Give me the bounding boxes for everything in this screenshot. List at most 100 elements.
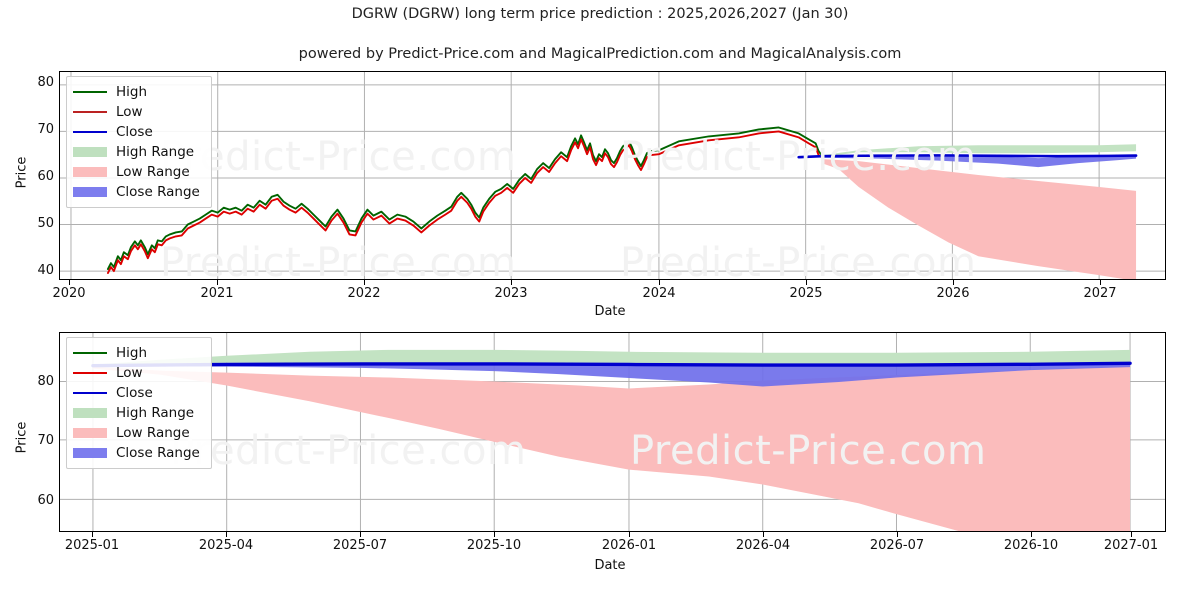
overview-y-tick: 70 <box>37 122 54 137</box>
overview-x-tick: 2025 <box>789 286 823 301</box>
detail-x-tick: 2026-07 <box>869 538 925 553</box>
legend-item-close[interactable]: Close <box>73 122 203 142</box>
detail-chart-svg <box>60 333 1165 531</box>
overview-low-line <box>106 130 823 274</box>
close-range-swatch-icon <box>73 185 107 199</box>
legend-label: High Range <box>116 144 195 160</box>
detail-x-tickmark <box>629 532 630 537</box>
legend-label: Low Range <box>116 164 190 180</box>
overview-x-tickmark <box>1100 280 1101 285</box>
overview-low-range-band <box>821 159 1137 279</box>
overview-panel: Price 40 50 60 70 80 Predict-Price.com P… <box>15 71 1166 319</box>
detail-close-line <box>91 361 1132 368</box>
overview-close-line <box>797 154 1138 159</box>
overview-close-range-band <box>821 155 1137 168</box>
detail-x-tick: 2026-01 <box>601 538 657 553</box>
detail-x-tick: 2025-04 <box>198 538 254 553</box>
page-title: DGRW (DGRW) long term price prediction :… <box>351 6 849 22</box>
legend-item-high[interactable]: High <box>73 82 203 102</box>
low-range-swatch-icon <box>73 426 107 440</box>
overview-x-tick: 2020 <box>52 286 86 301</box>
legend-label: Close <box>116 124 153 140</box>
detail-x-tick: 2026-10 <box>1003 538 1059 553</box>
detail-x-tick: 2025-07 <box>332 538 388 553</box>
legend-item-low[interactable]: Low <box>73 363 203 383</box>
detail-x-tickmark <box>1131 532 1132 537</box>
detail-close-range-band <box>92 363 1131 387</box>
overview-high-line <box>106 126 823 271</box>
forecast-detail-panel: Price 60 70 80 Predict-Price.com Predict… <box>0 320 1200 600</box>
legend-item-high-range[interactable]: High Range <box>73 142 203 162</box>
detail-x-tickmark <box>360 532 361 537</box>
detail-y-tick: 60 <box>37 493 54 508</box>
detail-x-tickmark <box>226 532 227 537</box>
overview-x-axis-label: Date <box>594 304 626 319</box>
legend-label: High <box>116 84 148 100</box>
legend-label: High <box>116 345 148 361</box>
overview-y-tick: 50 <box>37 216 54 231</box>
close-range-swatch-icon <box>73 446 107 460</box>
detail-x-tickmark <box>897 532 898 537</box>
legend-label: Close Range <box>116 184 200 200</box>
close-line-swatch-icon <box>73 125 107 139</box>
legend-item-close-range[interactable]: Close Range <box>73 182 203 202</box>
detail-x-tickmark <box>494 532 495 537</box>
page-subtitle: powered by Predict-Price.com and Magical… <box>298 46 902 62</box>
overview-x-tick: 2024 <box>642 286 676 301</box>
high-range-swatch-icon <box>73 406 107 420</box>
detail-x-tick: 2025-01 <box>64 538 120 553</box>
overview-chart-svg <box>60 72 1165 279</box>
detail-high-range-band <box>92 349 1131 366</box>
legend-label: Close <box>116 385 153 401</box>
overview-high-range-band <box>821 144 1137 158</box>
low-line-swatch-icon <box>73 105 107 119</box>
overview-x-tickmark <box>217 280 218 285</box>
high-range-swatch-icon <box>73 145 107 159</box>
legend-item-high-range[interactable]: High Range <box>73 403 203 423</box>
overview-x-tick: 2027 <box>1083 286 1117 301</box>
detail-x-tick: 2026-04 <box>735 538 791 553</box>
legend-item-low-range[interactable]: Low Range <box>73 423 203 443</box>
low-line-swatch-icon <box>73 366 107 380</box>
overview-x-tick: 2021 <box>200 286 234 301</box>
detail-low-range-band <box>92 365 1131 531</box>
overview-x-tick: 2023 <box>494 286 528 301</box>
close-line-swatch-icon <box>73 386 107 400</box>
high-line-swatch-icon <box>73 346 107 360</box>
detail-x-tick: 2025-10 <box>466 538 522 553</box>
legend-item-low-range[interactable]: Low Range <box>73 162 203 182</box>
overview-y-tick: 60 <box>37 169 54 184</box>
detail-y-tick: 70 <box>37 433 54 448</box>
overview-legend[interactable]: High Low Close High Range Low Range Clos… <box>66 76 212 208</box>
detail-x-tickmark <box>92 532 93 537</box>
overview-x-tick: 2026 <box>936 286 970 301</box>
legend-item-close[interactable]: Close <box>73 383 203 403</box>
detail-x-tick: 2027-01 <box>1103 538 1159 553</box>
overview-y-tick: 80 <box>37 75 54 90</box>
overview-x-tickmark <box>364 280 365 285</box>
detail-y-tick: 80 <box>37 374 54 389</box>
legend-label: Low <box>116 104 143 120</box>
legend-item-low[interactable]: Low <box>73 102 203 122</box>
overview-x-tickmark <box>659 280 660 285</box>
legend-label: Close Range <box>116 445 200 461</box>
legend-label: Low <box>116 365 143 381</box>
detail-x-axis-label: Date <box>594 558 626 573</box>
overview-x-tickmark <box>806 280 807 285</box>
legend-item-close-range[interactable]: Close Range <box>73 443 203 463</box>
overview-x-tickmark <box>511 280 512 285</box>
low-range-swatch-icon <box>73 165 107 179</box>
overview-plot-area: Predict-Price.com Predict-Price.com Pred… <box>59 71 1166 280</box>
detail-x-tickmark <box>1031 532 1032 537</box>
detail-x-tickmark <box>763 532 764 537</box>
detail-legend[interactable]: High Low Close High Range Low Range Clos… <box>66 337 212 469</box>
legend-label: High Range <box>116 405 195 421</box>
overview-x-tick: 2022 <box>347 286 381 301</box>
legend-label: Low Range <box>116 425 190 441</box>
legend-item-high[interactable]: High <box>73 343 203 363</box>
overview-x-tickmark <box>953 280 954 285</box>
overview-x-tickmark <box>69 280 70 285</box>
high-line-swatch-icon <box>73 85 107 99</box>
overview-y-tick: 40 <box>37 263 54 278</box>
